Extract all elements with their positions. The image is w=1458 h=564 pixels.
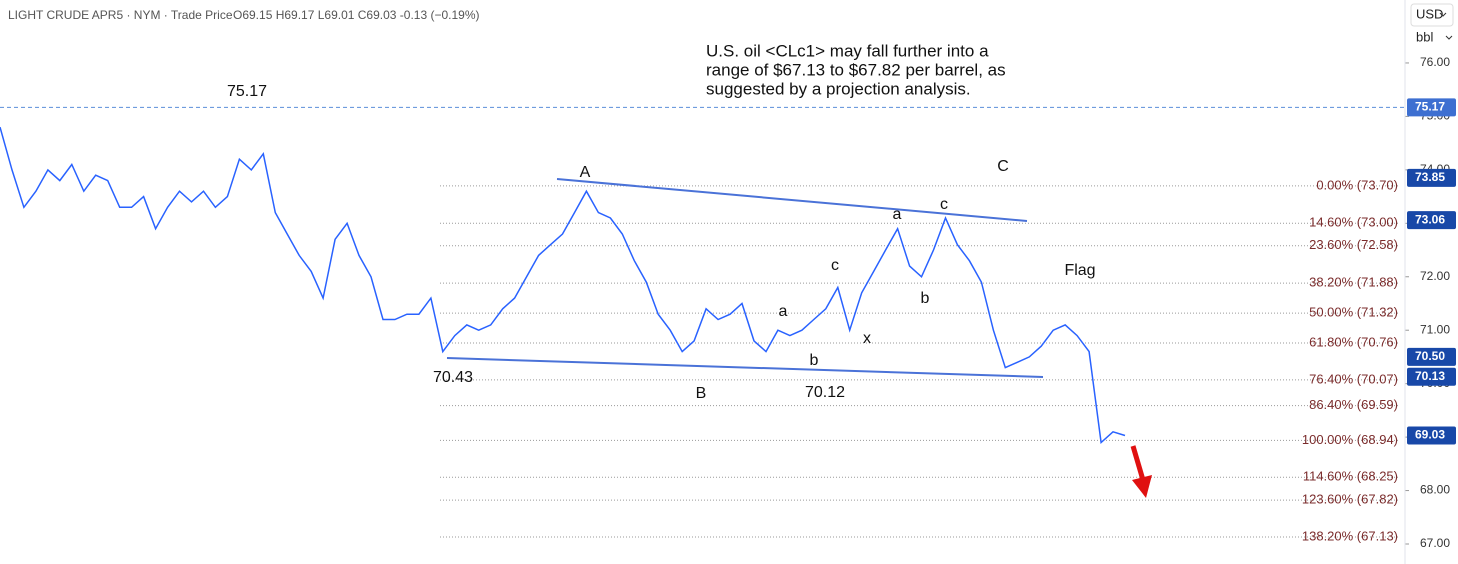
annotation: B — [696, 385, 707, 402]
annotation: A — [580, 164, 591, 181]
annotation: b — [810, 352, 819, 369]
annotation: 70.12 — [805, 384, 845, 401]
price-badge-label: 73.85 — [1415, 170, 1445, 184]
y-tick-label: 72.00 — [1420, 269, 1450, 283]
unit[interactable]: bbl — [1416, 29, 1433, 44]
annotations: 75.17 A B 70.43 70.12 a b c x a c b C Fl… — [227, 83, 1096, 402]
price-badge — [1407, 168, 1456, 187]
annotation: 75.17 — [227, 83, 267, 100]
annotation: c — [940, 196, 948, 213]
price-badge — [1407, 98, 1456, 117]
fib-label: 138.20% (67.13) — [1302, 528, 1398, 543]
arrow-head — [1132, 475, 1152, 498]
annotation: C — [997, 158, 1009, 175]
fib-label: 76.40% (70.07) — [1309, 371, 1398, 386]
annotation: Flag — [1064, 262, 1095, 279]
annotation: 70.43 — [433, 369, 473, 386]
price-badge — [1407, 426, 1456, 445]
fib-label: 0.00% (73.70) — [1316, 177, 1398, 192]
price-badge-label: 70.13 — [1415, 369, 1445, 383]
fib-label: 23.60% (72.58) — [1309, 237, 1398, 252]
dropdown-arrow — [1439, 12, 1453, 40]
fib-label: 86.40% (69.59) — [1309, 397, 1398, 412]
price-badge-label: 69.03 — [1415, 428, 1445, 442]
annotation: a — [779, 303, 788, 320]
note: U.S. oil <CLc1> may fall further into a — [706, 41, 989, 60]
price-badge — [1407, 367, 1456, 386]
fib-label: 50.00% (71.32) — [1309, 305, 1398, 320]
note: range of $67.13 to $67.82 per barrel, as — [706, 60, 1006, 79]
fib-label: 61.80% (70.76) — [1309, 334, 1398, 349]
header: LIGHT CRUDE APR5 · NYM · Trade Price — [8, 8, 233, 22]
y-tick-label: 68.00 — [1420, 483, 1450, 497]
currency[interactable]: USD — [1416, 6, 1443, 21]
y-tick-label: 67.00 — [1420, 536, 1450, 550]
layer: 76.0075.0074.0073.0072.0071.0070.0069.00… — [0, 55, 1450, 550]
fib-label: 14.60% (73.00) — [1309, 215, 1398, 230]
currency-dropdown[interactable] — [1410, 3, 1454, 27]
trend-line — [556, 178, 1028, 222]
annotation: x — [863, 330, 871, 347]
price-badge — [1407, 347, 1456, 366]
annotation: a — [893, 206, 902, 223]
fib-label: 100.00% (68.94) — [1302, 432, 1398, 447]
price-badge-label: 73.06 — [1415, 212, 1445, 226]
fib-label: 123.60% (67.82) — [1302, 492, 1398, 507]
fib-label: 114.60% (68.25) — [1303, 469, 1398, 484]
note: suggested by a projection analysis. — [706, 79, 971, 98]
ohlc: O69.15 H69.17 L69.01 C69.03 -0.13 (−0.19… — [233, 8, 480, 22]
fib-label: 38.20% (71.88) — [1309, 275, 1398, 290]
price-line — [0, 126, 1126, 445]
price-badge-label: 70.50 — [1415, 349, 1445, 363]
price-badge-label: 75.17 — [1415, 99, 1445, 113]
price-badge — [1407, 211, 1456, 230]
annotation: c — [831, 257, 839, 274]
trend-line — [446, 357, 1044, 378]
arrow — [1130, 445, 1146, 481]
y-tick-label: 71.00 — [1420, 322, 1450, 336]
annotation: b — [921, 290, 930, 307]
y-tick-label: 76.00 — [1420, 55, 1450, 69]
